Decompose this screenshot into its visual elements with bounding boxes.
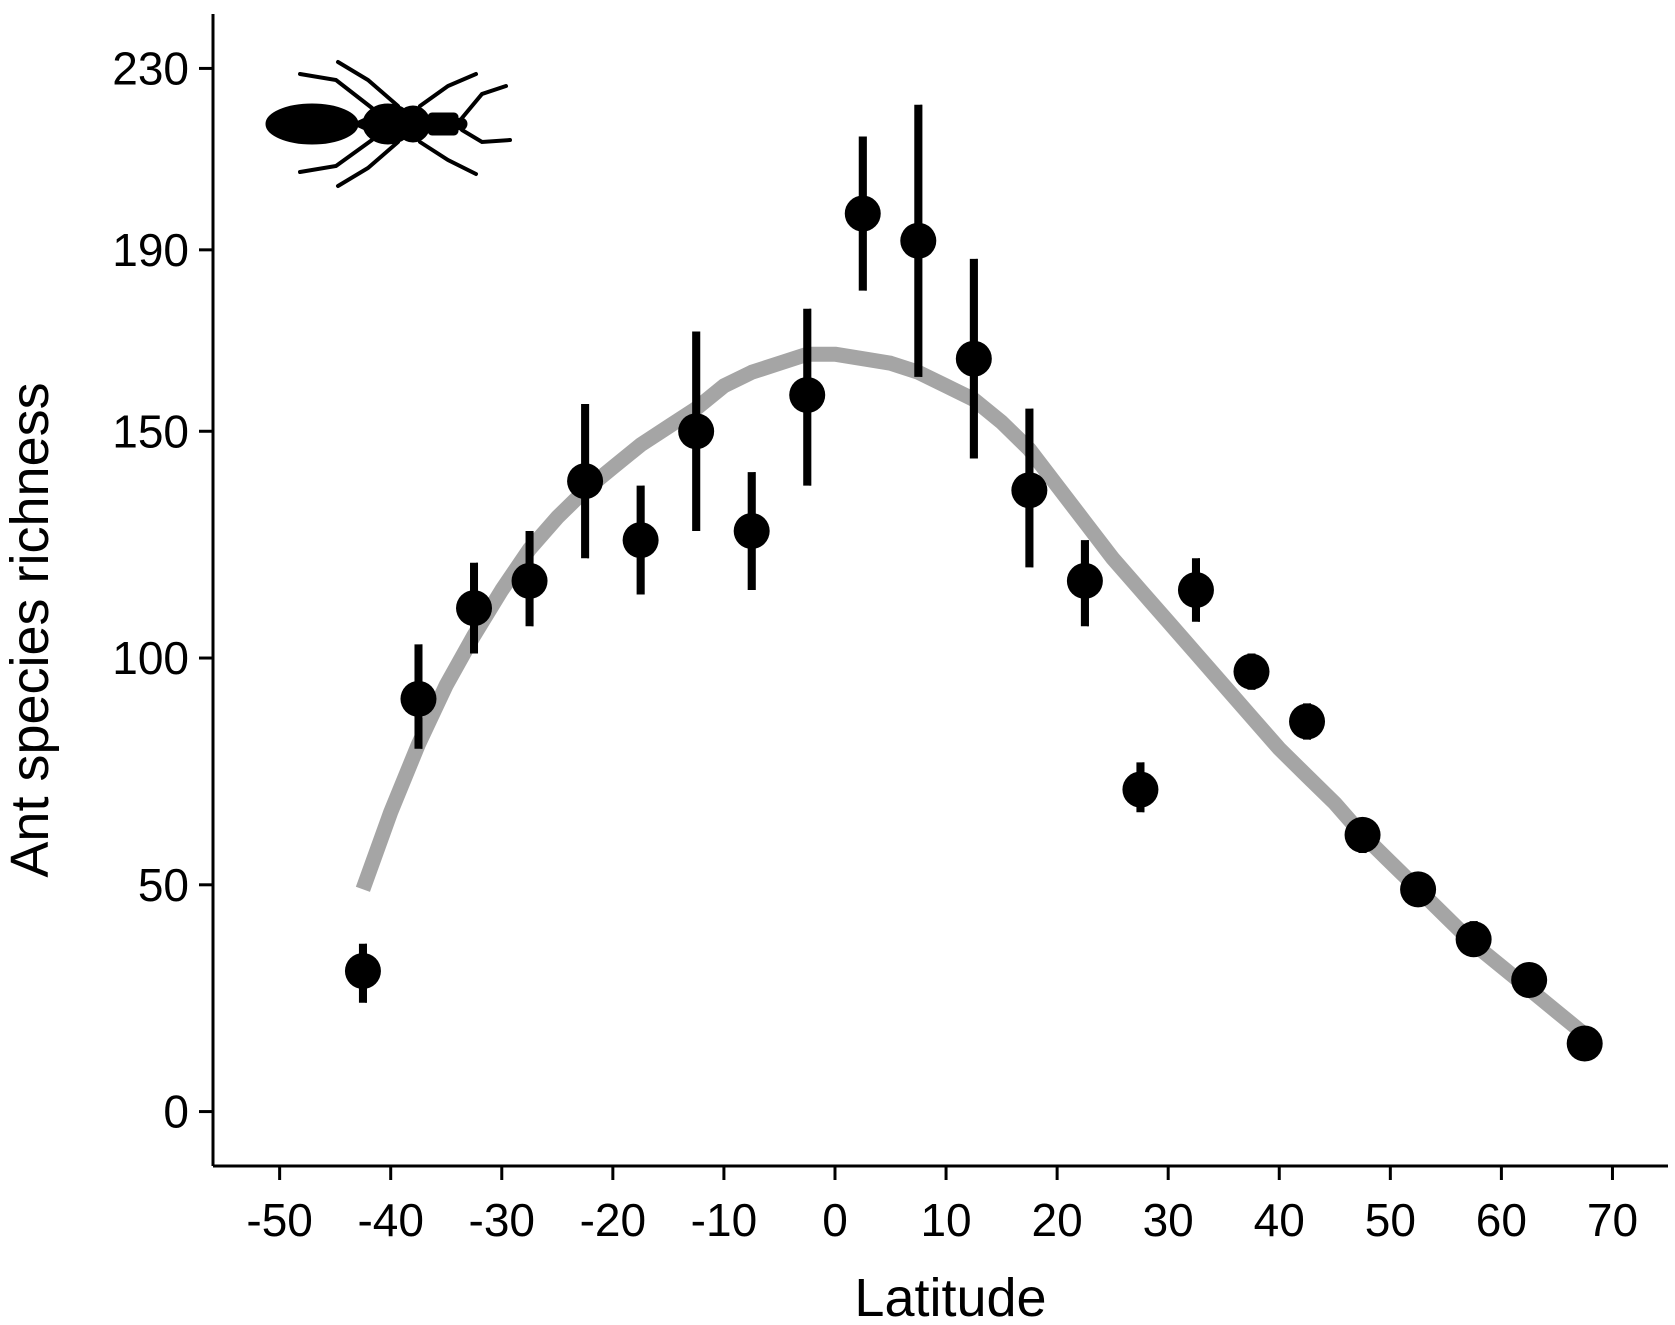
data-point [955, 340, 992, 377]
x-tick-label: 20 [1032, 1194, 1083, 1246]
x-tick-label: -30 [469, 1194, 535, 1246]
data-point [1511, 962, 1548, 999]
x-tick-label: -10 [691, 1194, 757, 1246]
data-point [1289, 703, 1326, 740]
x-tick-label: 70 [1587, 1194, 1638, 1246]
x-tick-label: 40 [1254, 1194, 1305, 1246]
x-axis-title: Latitude [854, 1268, 1046, 1325]
data-point [622, 522, 659, 559]
data-point [1344, 816, 1381, 853]
x-tick-label: -20 [580, 1194, 646, 1246]
ant-silhouette-icon [265, 60, 512, 188]
data-point [456, 590, 493, 627]
x-tick-label: 30 [1143, 1194, 1194, 1246]
y-tick-label: 150 [112, 405, 189, 457]
data-point [1400, 871, 1437, 908]
y-tick-label: 230 [112, 42, 189, 94]
data-point [1011, 472, 1048, 509]
data-point [900, 222, 937, 259]
data-point [678, 413, 715, 450]
data-point [844, 195, 881, 232]
data-point [344, 952, 381, 989]
data-point [1066, 562, 1103, 599]
y-tick-label: 190 [112, 224, 189, 276]
y-tick-label: 0 [163, 1086, 189, 1138]
x-tick-label: -40 [357, 1194, 423, 1246]
data-point [1177, 572, 1214, 608]
y-axis-title: Ant species richness [0, 382, 60, 877]
x-tick-label: -50 [246, 1194, 312, 1246]
data-point [733, 513, 770, 550]
data-point [1233, 653, 1270, 690]
data-point [789, 376, 826, 413]
y-tick-label: 100 [112, 632, 189, 684]
x-tick-label: 0 [822, 1194, 848, 1246]
data-point [1455, 921, 1492, 958]
data-point [511, 562, 548, 599]
x-tick-label: 50 [1365, 1194, 1416, 1246]
data-point [567, 463, 604, 500]
data-point [1566, 1025, 1603, 1062]
y-tick-label: 50 [138, 859, 189, 911]
data-point [1122, 771, 1159, 808]
x-tick-label: 10 [920, 1194, 971, 1246]
x-tick-label: 60 [1476, 1194, 1527, 1246]
data-point [400, 680, 437, 717]
